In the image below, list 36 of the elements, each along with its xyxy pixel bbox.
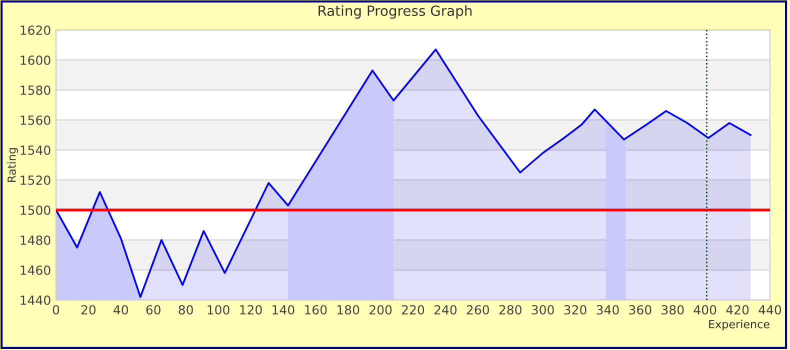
x-tick-label: 0 (52, 305, 60, 315)
x-tick-label: 140 (272, 305, 294, 315)
y-tick-label: 1520 (20, 175, 50, 185)
y-axis-title: Rating (7, 148, 18, 182)
x-tick-label: 360 (629, 305, 652, 315)
x-tick-label: 400 (694, 305, 716, 315)
x-tick-label: 20 (81, 305, 96, 315)
y-tick-label: 1620 (20, 25, 50, 35)
x-tick-label: 40 (114, 305, 128, 315)
x-tick-label: 260 (466, 305, 490, 315)
x-tick-label: 300 (532, 305, 554, 315)
x-tick-label: 440 (758, 305, 782, 315)
y-tick-label: 1580 (20, 85, 50, 95)
y-tick-label: 1600 (20, 55, 50, 65)
y-tick-label: 1480 (20, 235, 50, 245)
x-tick-label: 160 (305, 305, 327, 315)
x-tick-label: 100 (208, 305, 230, 315)
x-tick-label: 320 (564, 305, 586, 315)
x-tick-label: 180 (338, 305, 360, 315)
y-tick-label: 1440 (20, 295, 50, 305)
x-tick-label: 120 (240, 305, 262, 315)
x-tick-label: 200 (370, 305, 392, 315)
x-tick-label: 280 (499, 305, 522, 315)
x-tick-label: 60 (146, 305, 160, 315)
x-tick-label: 340 (596, 305, 619, 315)
x-tick-label: 220 (402, 305, 424, 315)
x-tick-label: 80 (178, 305, 193, 315)
x-tick-label: 420 (726, 305, 749, 315)
y-tick-label: 1560 (20, 115, 50, 125)
x-axis-title: Experience (709, 320, 770, 330)
chart-title: Rating Progress Graph (318, 5, 472, 19)
y-tick-label: 1540 (20, 145, 50, 155)
x-tick-label: 380 (662, 305, 684, 315)
y-tick-label: 1500 (20, 205, 50, 215)
x-tick-label: 240 (434, 305, 457, 315)
y-tick-label: 1460 (20, 265, 50, 275)
